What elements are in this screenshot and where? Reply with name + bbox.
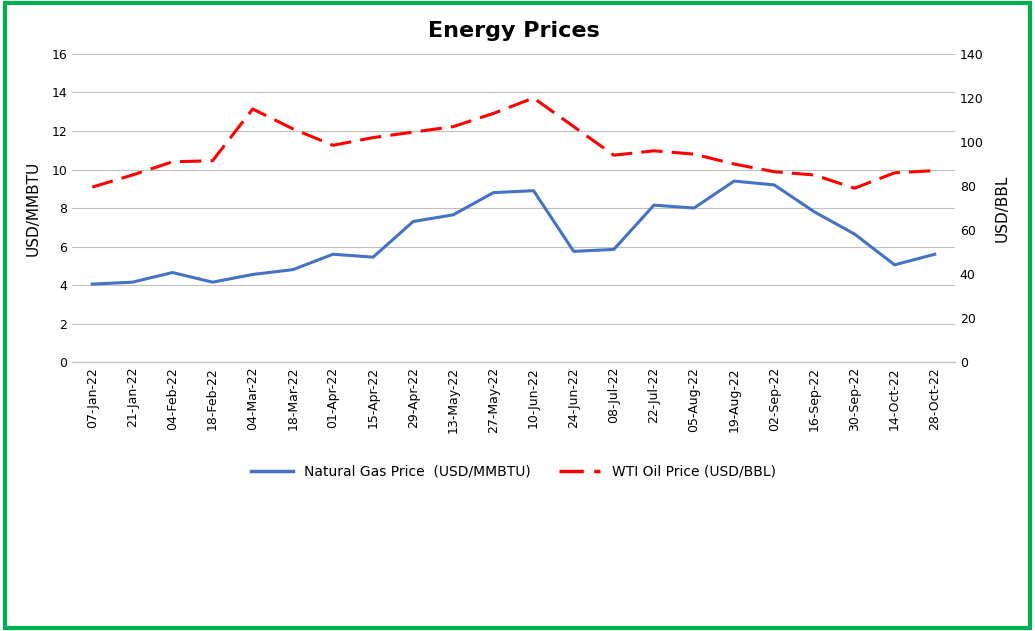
Title: Energy Prices: Energy Prices xyxy=(427,21,599,41)
Legend: Natural Gas Price  (USD/MMBTU), WTI Oil Price (USD/BBL): Natural Gas Price (USD/MMBTU), WTI Oil P… xyxy=(246,459,781,485)
Y-axis label: USD/BBL: USD/BBL xyxy=(995,174,1010,242)
Y-axis label: USD/MMBTU: USD/MMBTU xyxy=(25,160,40,256)
